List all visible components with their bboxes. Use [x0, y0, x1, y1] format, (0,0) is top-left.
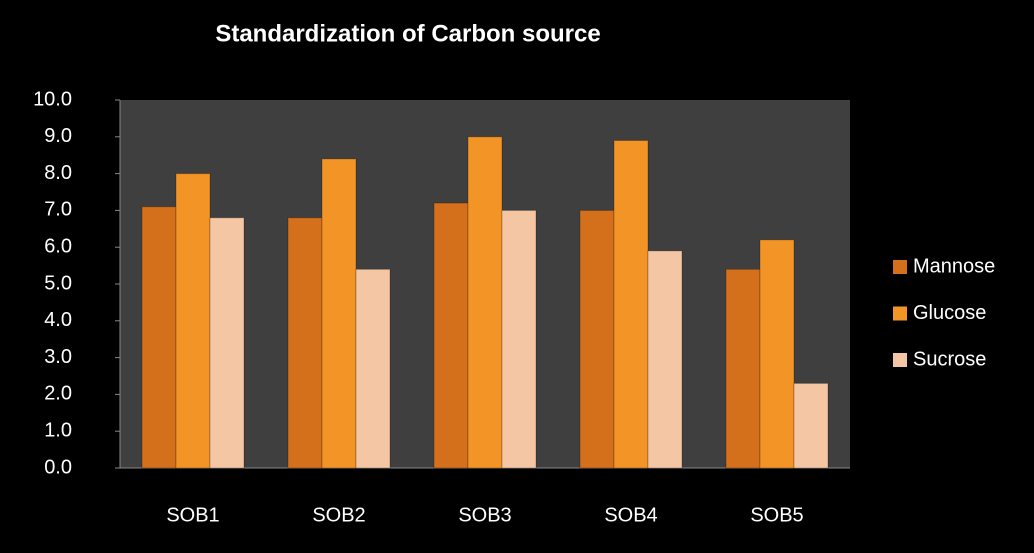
bar — [793, 382, 829, 469]
y-tick-label: 10.0 — [33, 88, 72, 110]
legend-swatch — [893, 260, 907, 274]
y-tick-label: 7.0 — [44, 199, 72, 221]
bar — [725, 268, 761, 469]
y-tick-label: 0.0 — [44, 456, 72, 478]
bar — [613, 139, 649, 469]
bar — [321, 158, 357, 469]
x-tick-label: SOB4 — [604, 504, 657, 526]
x-tick-label: SOB5 — [750, 504, 803, 526]
bar — [209, 217, 245, 469]
bar — [175, 173, 211, 469]
legend-label: Glucose — [913, 302, 986, 324]
bar — [287, 217, 323, 469]
bar — [355, 268, 391, 469]
y-tick-label: 5.0 — [44, 272, 72, 294]
x-tick-label: SOB1 — [166, 504, 219, 526]
bar — [141, 206, 177, 469]
bar — [579, 209, 615, 469]
y-tick-label: 8.0 — [44, 162, 72, 184]
y-tick-label: 4.0 — [44, 309, 72, 331]
bar — [467, 136, 503, 469]
y-tick-label: 2.0 — [44, 383, 72, 405]
bar — [759, 239, 795, 469]
bar — [501, 209, 537, 469]
chart-title: Standardization of Carbon source — [215, 20, 600, 47]
legend-label: Mannose — [913, 255, 995, 277]
x-tick-label: SOB2 — [312, 504, 365, 526]
legend-swatch — [893, 306, 907, 321]
legend-label: Sucrose — [913, 348, 986, 370]
bar — [433, 202, 469, 469]
bar — [647, 250, 683, 469]
x-tick-label: SOB3 — [458, 504, 511, 526]
y-tick-label: 1.0 — [44, 419, 72, 441]
y-tick-label: 3.0 — [44, 346, 72, 368]
y-tick-label: 6.0 — [44, 235, 72, 257]
legend-swatch — [893, 353, 907, 367]
y-tick-label: 9.0 — [44, 125, 72, 147]
